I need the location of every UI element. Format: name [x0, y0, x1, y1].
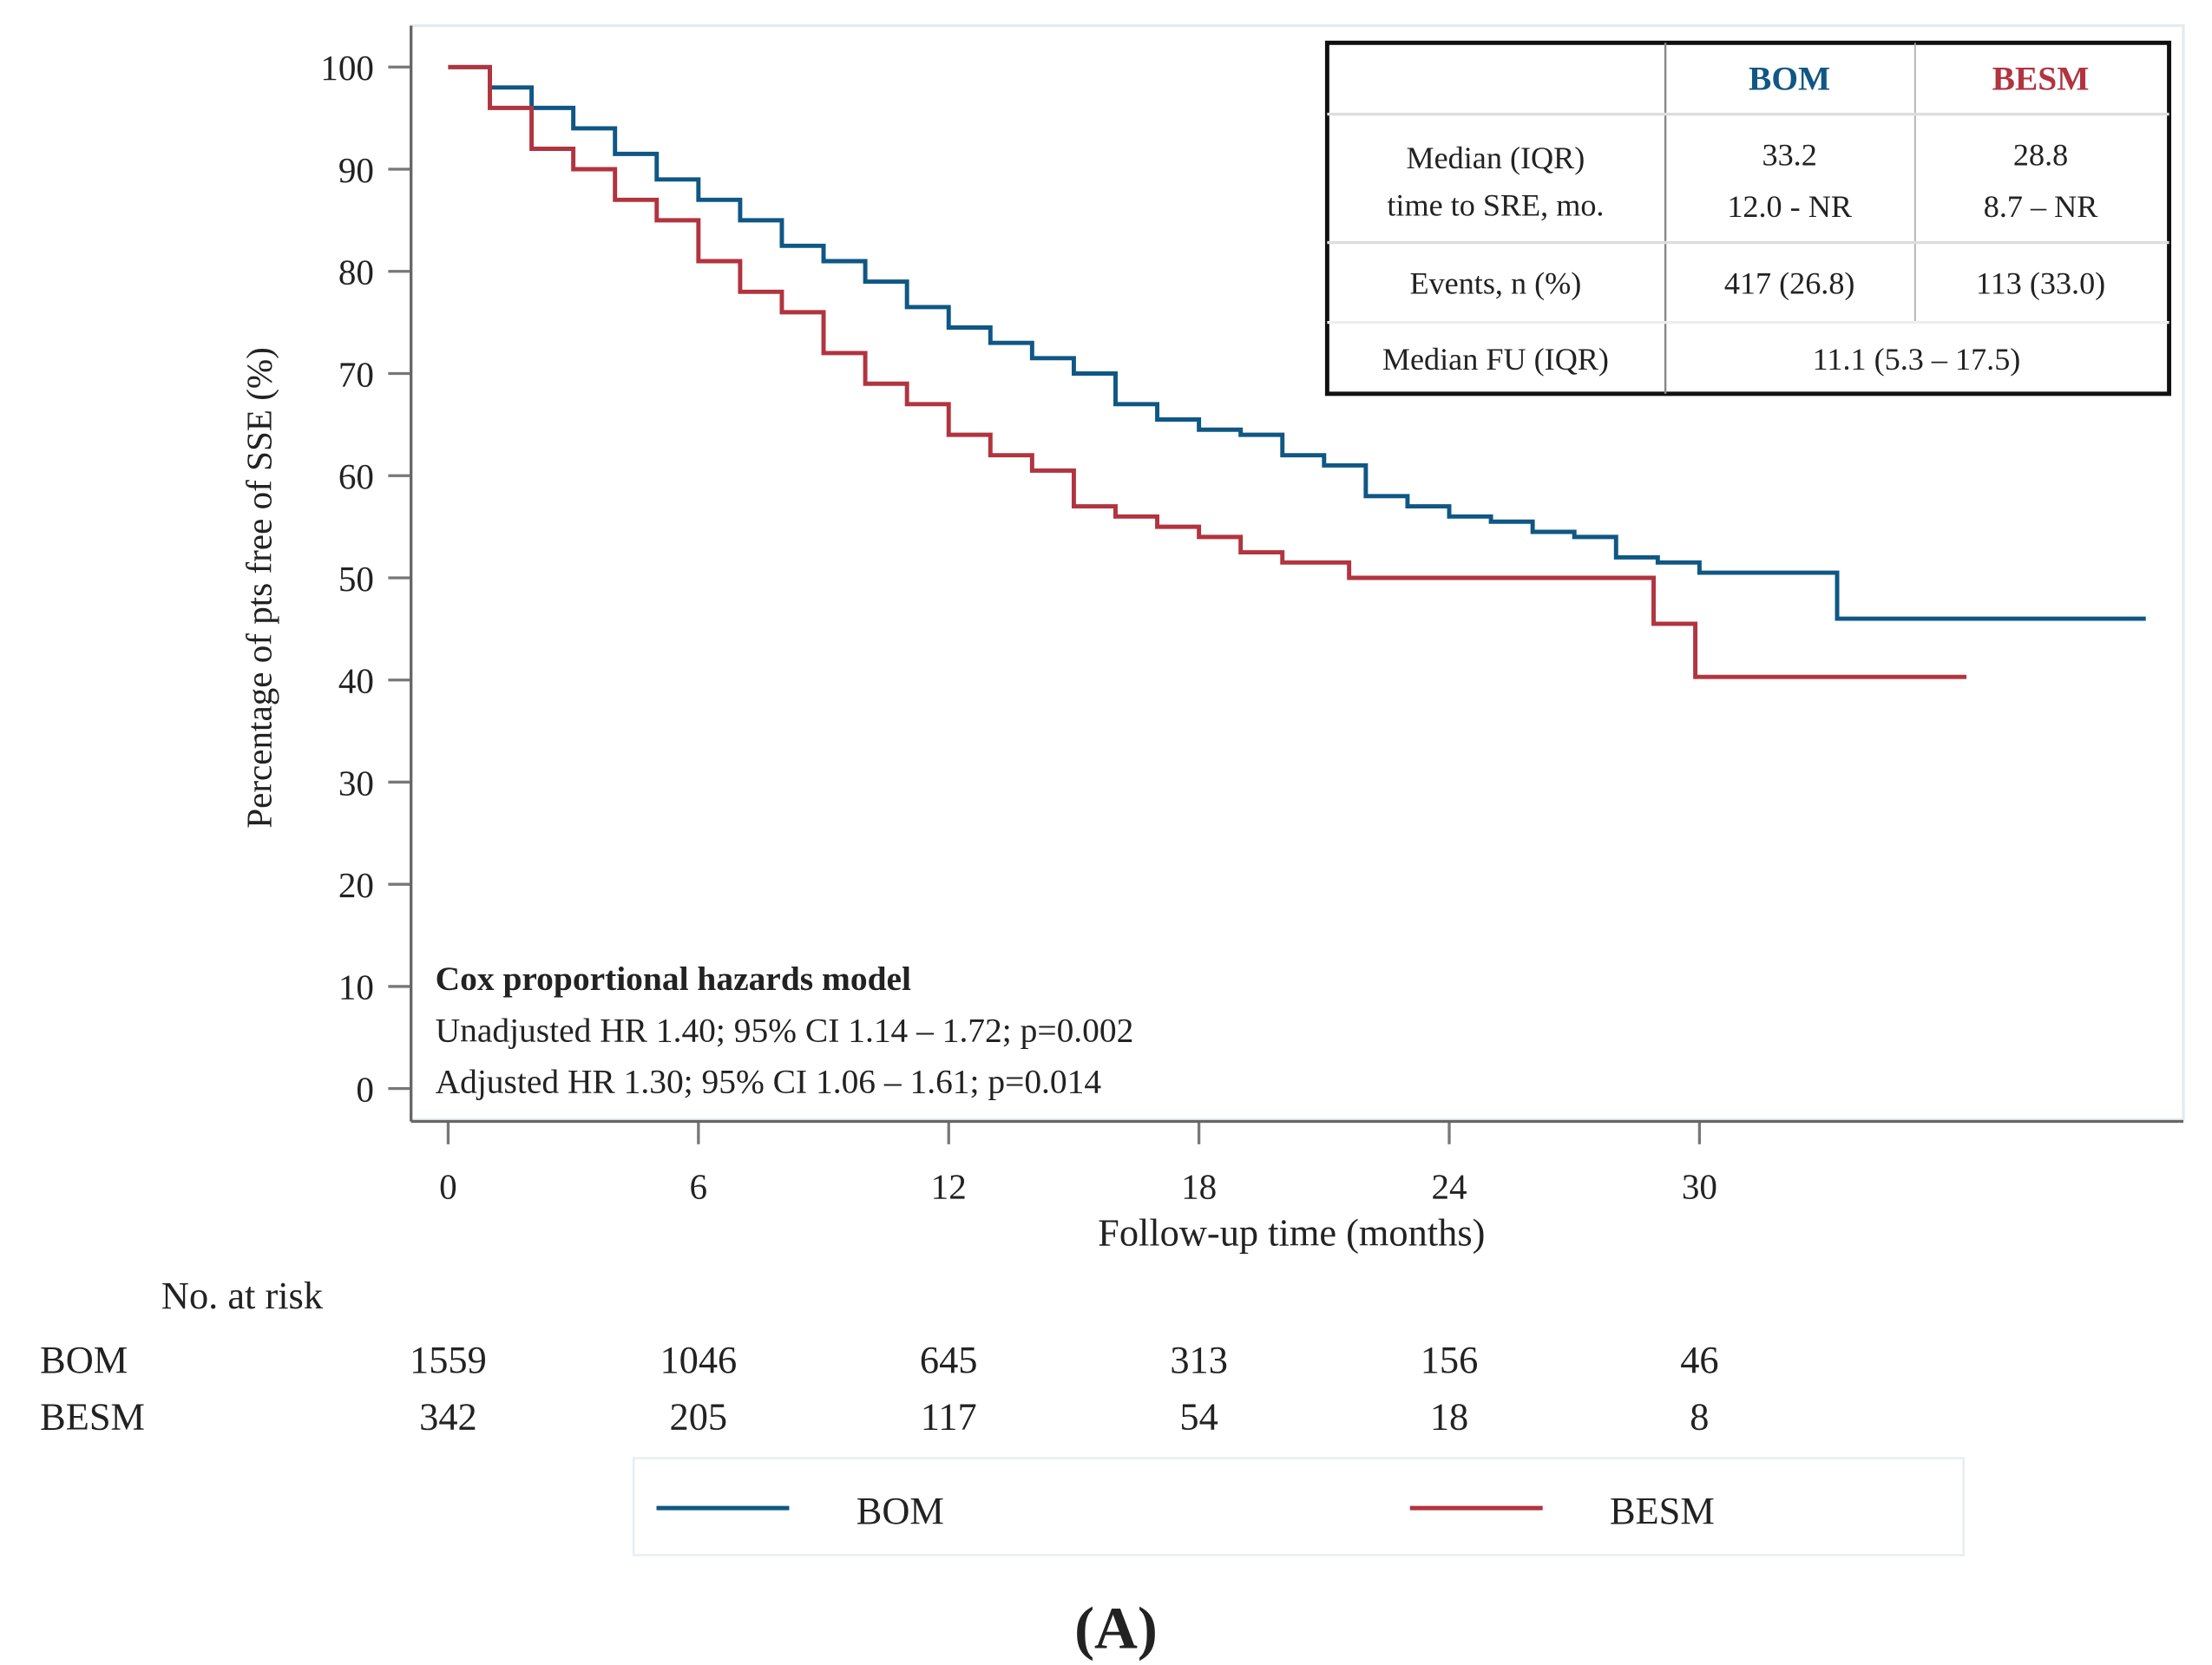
- table-row-label: Events, n (%): [1410, 266, 1582, 301]
- table-cell: 33.2: [1762, 138, 1817, 173]
- annotation-line: Adjusted HR 1.30; 95% CI 1.06 – 1.61; p=…: [436, 1063, 1102, 1101]
- y-tick-label: 40: [338, 661, 374, 701]
- x-axis: 0 6 12 18 24 30: [439, 1121, 1717, 1206]
- x-tick-label: 0: [439, 1166, 457, 1206]
- y-tick-label: 60: [338, 456, 374, 496]
- y-tick-label: 90: [338, 150, 374, 190]
- at-risk-value: 205: [670, 1395, 728, 1439]
- panel-label: (A): [1074, 1594, 1158, 1661]
- y-tick-label: 20: [338, 865, 374, 905]
- annotation-line: Unadjusted HR 1.40; 95% CI 1.14 – 1.72; …: [436, 1011, 1134, 1049]
- at-risk-table: BOM 1559 1046 645 313 156 46 BESM 342 205 117 54 18 8: [40, 1338, 1718, 1439]
- at-risk-value: 313: [1170, 1338, 1228, 1381]
- y-tick-label: 100: [320, 48, 374, 88]
- x-tick-label: 12: [931, 1166, 967, 1206]
- legend-label-besm: BESM: [1610, 1489, 1715, 1532]
- table-row-label: Median (IQR): [1406, 141, 1585, 175]
- legend-label-bom: BOM: [857, 1489, 944, 1532]
- x-tick-label: 18: [1181, 1166, 1217, 1206]
- table-row-label: Median FU (IQR): [1382, 342, 1609, 377]
- curve-bom: [448, 64, 2146, 621]
- at-risk-value: 8: [1690, 1395, 1709, 1439]
- at-risk-group-label: BOM: [40, 1338, 128, 1381]
- at-risk-value: 1559: [410, 1338, 487, 1381]
- y-axis: 0 10 20 30 40 50 60 70 80 90 100: [320, 48, 411, 1109]
- at-risk-value: 645: [920, 1338, 978, 1381]
- summary-table: BOM BESM Median (IQR) time to SRE, mo. 3…: [1324, 40, 2172, 397]
- table-cell: 11.1 (5.3 – 17.5): [1813, 342, 2021, 377]
- x-tick-label: 24: [1431, 1166, 1467, 1206]
- table-cell: 12.0 - NR: [1727, 189, 1853, 224]
- table-cell: 417 (26.8): [1724, 266, 1855, 301]
- y-axis-label: Percentage of pts free of SSE (%): [240, 347, 279, 829]
- at-risk-title: No. at risk: [161, 1274, 324, 1317]
- at-risk-value: 18: [1430, 1395, 1468, 1439]
- y-tick-label: 50: [338, 559, 374, 599]
- table-header-bom: BOM: [1749, 60, 1830, 98]
- table-row-label: time to SRE, mo.: [1387, 187, 1604, 222]
- table-cell: 28.8: [2013, 138, 2068, 173]
- annotation-title: Cox proportional hazards model: [436, 960, 911, 998]
- y-tick-label: 70: [338, 354, 374, 394]
- table-cell: 113 (33.0): [1976, 266, 2105, 301]
- survival-curves: [448, 64, 2146, 679]
- at-risk-value: 54: [1179, 1395, 1218, 1439]
- at-risk-value: 1046: [660, 1338, 737, 1381]
- x-tick-label: 30: [1682, 1166, 1717, 1206]
- at-risk-value: 156: [1421, 1338, 1479, 1381]
- at-risk-value: 46: [1680, 1338, 1718, 1381]
- x-tick-label: 6: [690, 1166, 708, 1206]
- curve-besm: [448, 64, 1967, 679]
- table-cell: 8.7 – NR: [1984, 189, 2098, 224]
- at-risk-value: 117: [921, 1395, 977, 1439]
- at-risk-group-label: BESM: [40, 1395, 145, 1439]
- x-axis-label: Follow-up time (months): [1098, 1211, 1485, 1255]
- legend: BOM BESM: [632, 1457, 1966, 1557]
- y-tick-label: 30: [338, 763, 374, 803]
- y-tick-label: 80: [338, 252, 374, 292]
- table-header-besm: BESM: [1992, 60, 2090, 98]
- at-risk-value: 342: [419, 1395, 477, 1439]
- y-tick-label: 10: [338, 967, 374, 1007]
- y-tick-label: 0: [356, 1069, 374, 1109]
